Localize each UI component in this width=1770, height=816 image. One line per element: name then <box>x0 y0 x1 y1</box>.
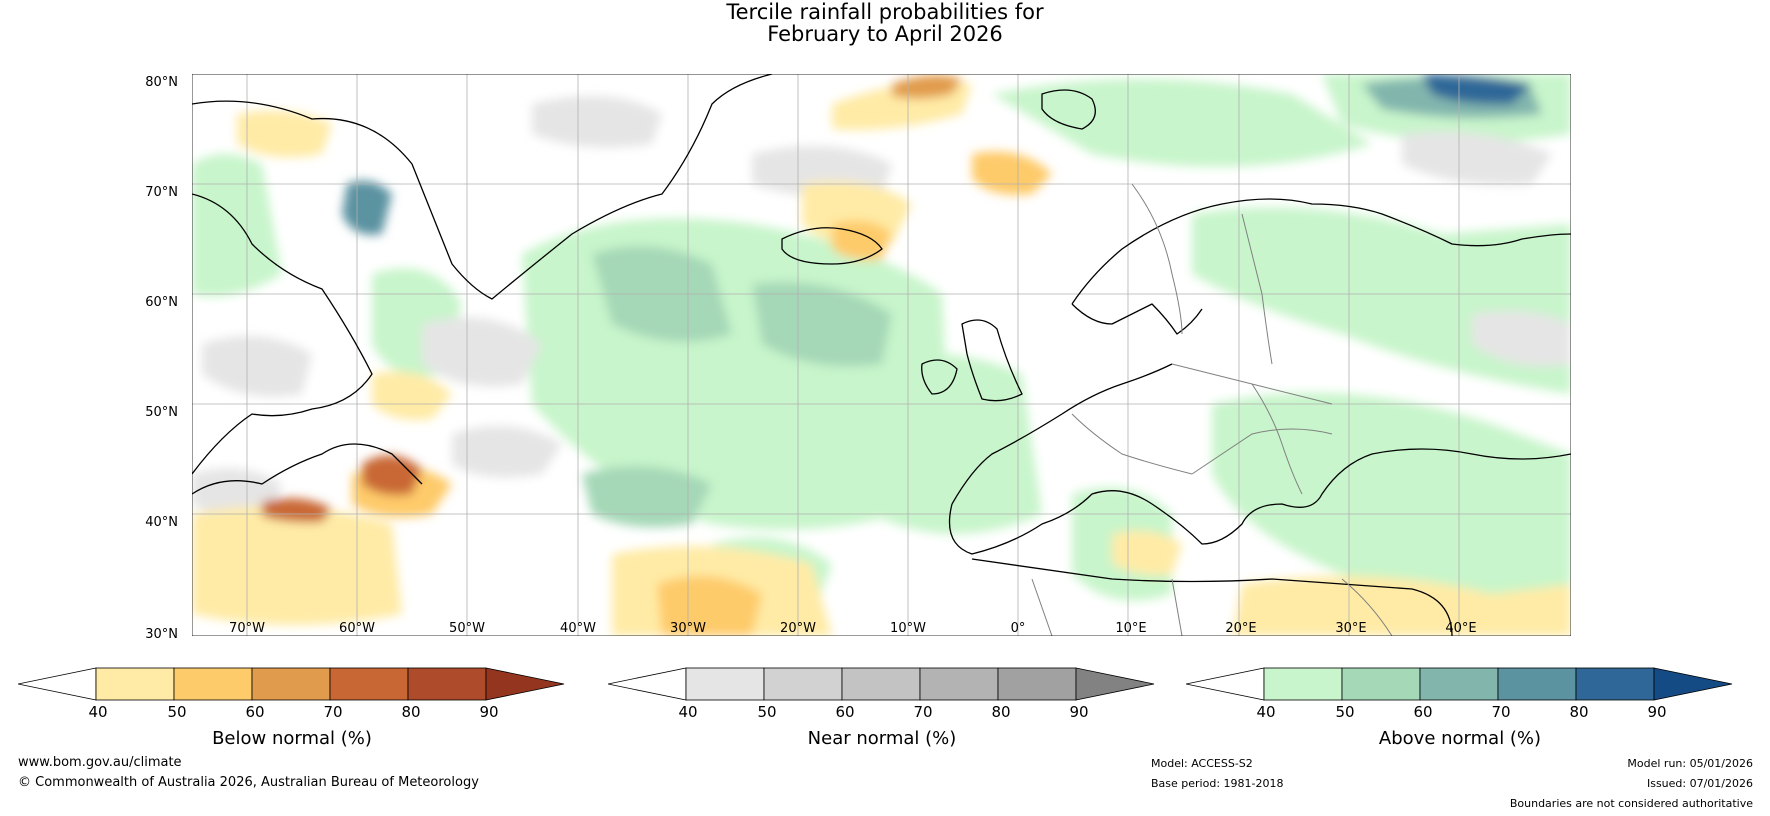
below-tick: 60 <box>245 703 265 721</box>
disclaimer-text: Boundaries are not considered authoritat… <box>1509 797 1753 810</box>
near-colorbar-segment <box>685 667 765 701</box>
rainfall-probability-map <box>192 74 1571 636</box>
lon-label: 20°W <box>780 621 816 636</box>
above-colorbar-segment <box>1497 667 1577 701</box>
below-tick: 90 <box>479 703 499 721</box>
below-normal-colorbar <box>18 667 565 701</box>
near-tick: 50 <box>757 703 777 721</box>
model-text: Model: ACCESS-S2 <box>1151 757 1253 770</box>
below-colorbar-segment <box>329 667 409 701</box>
above-colorbar-segment <box>1263 667 1343 701</box>
below-colorbar-segment <box>407 667 487 701</box>
near-tick: 80 <box>991 703 1011 721</box>
above-tick: 70 <box>1491 703 1511 721</box>
lon-label: 0° <box>1010 621 1026 636</box>
above-tick: 80 <box>1569 703 1589 721</box>
lon-label: 10°E <box>1115 621 1147 636</box>
base-period-text: Base period: 1981-2018 <box>1151 777 1284 790</box>
below-tick: 70 <box>323 703 343 721</box>
copyright-text: © Commonwealth of Australia 2026, Austra… <box>18 775 479 790</box>
below-colorbar-segment <box>95 667 175 701</box>
near-tick: 60 <box>835 703 855 721</box>
near-colorbar-max-extend <box>1075 667 1155 701</box>
near-colorbar-segment <box>763 667 843 701</box>
probability-shading <box>192 74 1571 636</box>
above-normal-colorbar <box>1186 667 1733 701</box>
below-colorbar-min-extend <box>18 667 97 701</box>
below-colorbar-max-extend <box>485 667 565 701</box>
model-run-text: Model run: 05/01/2026 <box>1627 757 1753 770</box>
below-colorbar-segment <box>251 667 331 701</box>
near-normal-label: Near normal (%) <box>807 728 957 749</box>
lat-label: 40°N <box>145 515 178 530</box>
above-tick: 40 <box>1256 703 1276 721</box>
lat-label: 80°N <box>145 75 178 90</box>
lon-label: 70°W <box>229 621 265 636</box>
lon-label: 10°W <box>890 621 926 636</box>
lat-label: 50°N <box>145 405 178 420</box>
country-borders <box>1031 183 1393 636</box>
below-colorbar-segment <box>173 667 253 701</box>
issued-text: Issued: 07/01/2026 <box>1646 777 1753 790</box>
lat-label: 70°N <box>145 185 178 200</box>
lon-label: 50°W <box>449 621 485 636</box>
below-normal-label: Below normal (%) <box>212 728 372 749</box>
graticule <box>192 74 1571 636</box>
below-tick: 40 <box>88 703 108 721</box>
lon-label: 40°E <box>1445 621 1477 636</box>
near-normal-colorbar <box>608 667 1155 701</box>
lon-label: 20°E <box>1225 621 1257 636</box>
lon-label: 30°E <box>1335 621 1367 636</box>
above-tick: 60 <box>1413 703 1433 721</box>
near-colorbar-min-extend <box>608 667 687 701</box>
above-colorbar-max-extend <box>1653 667 1733 701</box>
above-normal-label: Above normal (%) <box>1378 728 1542 749</box>
below-tick: 50 <box>167 703 187 721</box>
lon-label: 60°W <box>339 621 375 636</box>
below-tick: 80 <box>401 703 421 721</box>
above-tick: 50 <box>1335 703 1355 721</box>
near-tick: 90 <box>1069 703 1089 721</box>
lon-label: 30°W <box>670 621 706 636</box>
above-tick: 90 <box>1647 703 1667 721</box>
above-colorbar-segment <box>1419 667 1499 701</box>
lon-label: 40°W <box>560 621 596 636</box>
lat-label: 30°N <box>145 627 178 642</box>
above-colorbar-segment <box>1575 667 1655 701</box>
near-tick: 70 <box>913 703 933 721</box>
above-colorbar-min-extend <box>1186 667 1265 701</box>
map-title-line2: February to April 2026 <box>767 22 1003 46</box>
near-colorbar-segment <box>841 667 921 701</box>
coastlines <box>192 74 1571 636</box>
near-colorbar-segment <box>997 667 1077 701</box>
near-tick: 40 <box>678 703 698 721</box>
above-colorbar-segment <box>1341 667 1421 701</box>
near-colorbar-segment <box>919 667 999 701</box>
lat-label: 60°N <box>145 295 178 310</box>
map-title-line1: Tercile rainfall probabilities for <box>726 0 1044 24</box>
website-link[interactable]: www.bom.gov.au/climate <box>18 755 182 770</box>
